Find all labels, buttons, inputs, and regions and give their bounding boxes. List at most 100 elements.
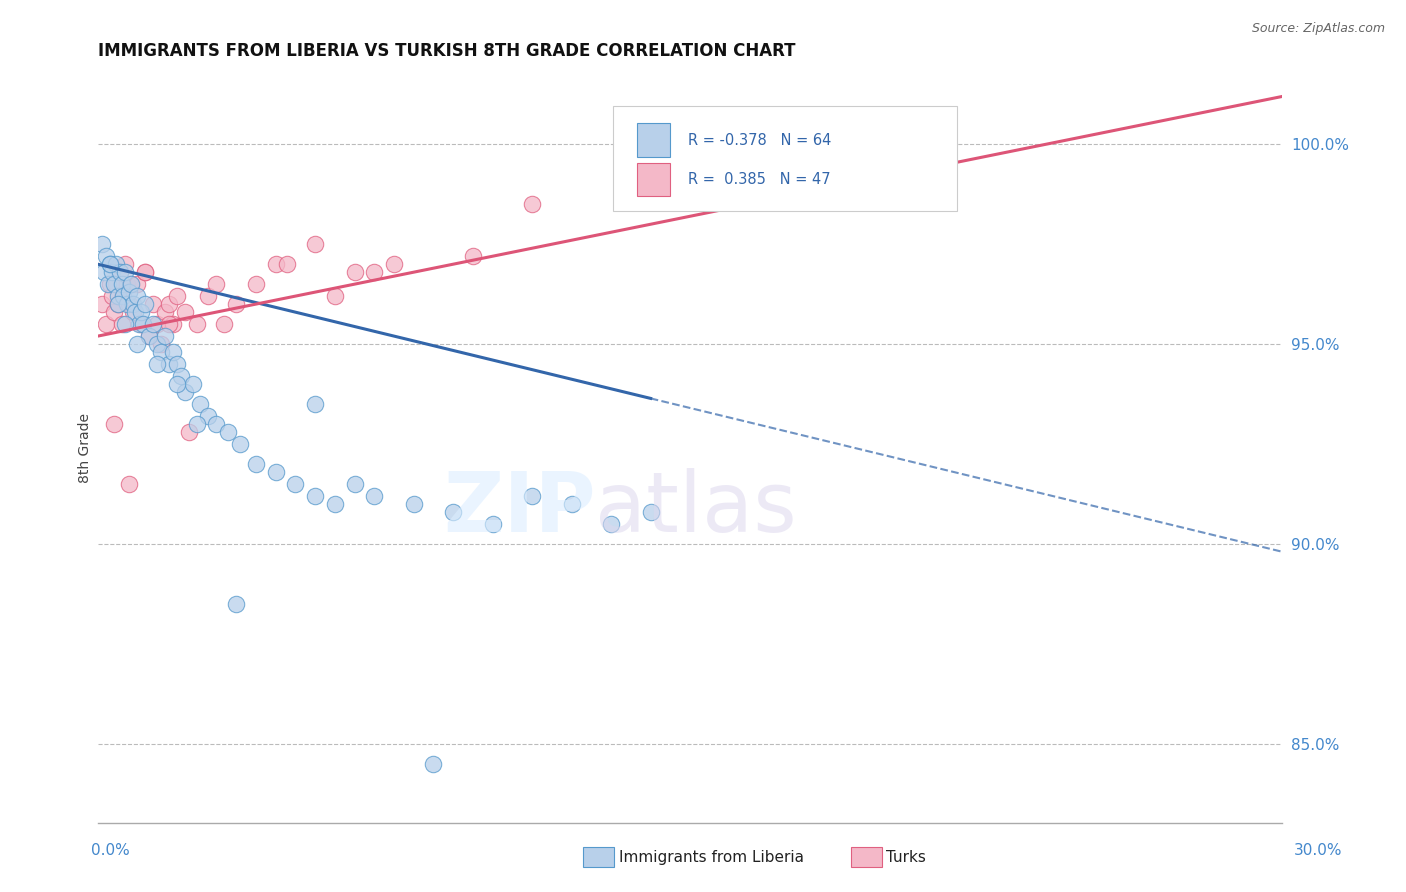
Point <box>146 337 169 351</box>
Point <box>110 317 132 331</box>
Point <box>363 489 385 503</box>
Point <box>103 305 125 319</box>
Text: atlas: atlas <box>595 467 797 549</box>
Point <box>132 317 155 331</box>
Point <box>146 317 169 331</box>
Point <box>264 465 287 479</box>
Y-axis label: 8th Grade: 8th Grade <box>79 413 93 483</box>
Point <box>162 345 184 359</box>
Point <box>225 597 247 611</box>
Point <box>166 357 188 371</box>
Point <box>107 297 129 311</box>
Point <box>100 265 122 279</box>
Point <box>108 265 131 279</box>
Text: Immigrants from Liberia: Immigrants from Liberia <box>619 850 804 864</box>
Point <box>162 317 184 331</box>
Point <box>103 277 125 292</box>
Point <box>114 257 136 271</box>
Point <box>138 329 160 343</box>
Text: R =  0.385   N = 47: R = 0.385 N = 47 <box>688 172 831 187</box>
Point <box>323 497 346 511</box>
Point <box>90 237 112 252</box>
Point <box>112 289 135 303</box>
Point <box>124 305 146 319</box>
Point <box>197 289 219 303</box>
Text: R = -0.378   N = 64: R = -0.378 N = 64 <box>688 133 831 147</box>
Point <box>212 317 235 331</box>
Point <box>304 237 326 252</box>
Point <box>640 505 662 519</box>
Point <box>134 265 156 279</box>
Point <box>173 384 195 399</box>
Point <box>104 277 127 292</box>
Point <box>157 317 180 331</box>
Point <box>90 297 112 311</box>
Point <box>205 417 228 431</box>
Point <box>382 257 405 271</box>
Point <box>108 265 131 279</box>
FancyBboxPatch shape <box>637 123 671 156</box>
Point <box>118 476 141 491</box>
Point <box>112 289 135 303</box>
Point <box>146 357 169 371</box>
Point <box>114 265 136 279</box>
Point <box>153 329 176 343</box>
Text: 30.0%: 30.0% <box>1295 843 1343 858</box>
Point <box>117 277 139 292</box>
Point <box>229 437 252 451</box>
Point <box>157 297 180 311</box>
Point <box>120 277 142 292</box>
Point <box>177 425 200 439</box>
Point <box>181 377 204 392</box>
Point <box>323 289 346 303</box>
Point <box>343 476 366 491</box>
Point <box>205 277 228 292</box>
Point <box>118 285 141 300</box>
Point <box>276 257 298 271</box>
Point <box>94 317 117 331</box>
Point <box>343 265 366 279</box>
Point <box>122 297 145 311</box>
Point <box>481 516 503 531</box>
Point <box>142 297 165 311</box>
Point <box>896 117 918 131</box>
Point <box>127 277 149 292</box>
Text: 0.0%: 0.0% <box>91 843 131 858</box>
Point <box>522 489 544 503</box>
Point <box>225 297 247 311</box>
Point <box>110 277 132 292</box>
Point <box>98 277 121 292</box>
Point <box>129 305 152 319</box>
Point <box>522 197 544 211</box>
Point <box>93 265 115 279</box>
Point <box>422 756 444 771</box>
Text: Source: ZipAtlas.com: Source: ZipAtlas.com <box>1251 22 1385 36</box>
Point <box>245 457 267 471</box>
FancyBboxPatch shape <box>613 106 956 211</box>
Point <box>97 277 120 292</box>
Point <box>157 357 180 371</box>
FancyBboxPatch shape <box>637 162 671 196</box>
Point <box>134 297 156 311</box>
Text: IMMIGRANTS FROM LIBERIA VS TURKISH 8TH GRADE CORRELATION CHART: IMMIGRANTS FROM LIBERIA VS TURKISH 8TH G… <box>98 42 796 60</box>
Point <box>153 305 176 319</box>
Point <box>441 505 464 519</box>
Point <box>128 317 150 331</box>
Point <box>150 345 173 359</box>
Point <box>134 265 156 279</box>
Point <box>461 249 484 263</box>
Point <box>170 369 193 384</box>
Point <box>107 297 129 311</box>
Point <box>127 289 149 303</box>
Point <box>217 425 239 439</box>
Point <box>98 257 121 271</box>
Point <box>98 257 121 271</box>
Point <box>107 289 129 303</box>
Point <box>304 489 326 503</box>
Point <box>166 377 188 392</box>
Point <box>600 516 623 531</box>
Point <box>264 257 287 271</box>
Point <box>142 317 165 331</box>
Text: ZIP: ZIP <box>443 467 595 549</box>
Point <box>94 249 117 263</box>
